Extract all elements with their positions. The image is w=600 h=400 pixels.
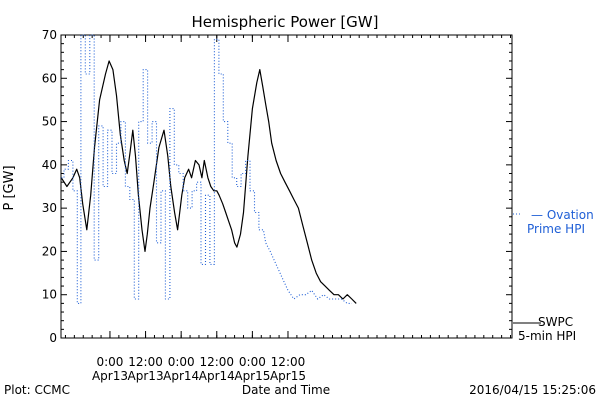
- y-tick-label: 20: [42, 244, 57, 258]
- chart-title: Hemispheric Power [GW]: [192, 13, 379, 31]
- legend-ovation-line2: Prime HPI: [527, 222, 585, 236]
- legend-swpc-line2: 5-min HPI: [518, 329, 576, 343]
- x-tick-date-label: Apr15: [234, 369, 270, 383]
- x-tick-time-label: 12:00: [199, 355, 234, 369]
- x-axis-label: Date and Time: [242, 383, 330, 397]
- x-tick-date-label: Apr14: [199, 369, 235, 383]
- y-tick-label: 40: [42, 158, 57, 172]
- footer-timestamp: 2016/04/15 15:25:06: [469, 383, 596, 397]
- plot-series: [60, 34, 357, 304]
- x-tick-time-label: 0:00: [96, 355, 123, 369]
- y-tick-label: 10: [42, 288, 57, 302]
- ovation-prime-series-line: [61, 34, 352, 304]
- x-tick-time-label: 12:00: [271, 355, 306, 369]
- y-tick-label: 70: [42, 28, 57, 42]
- y-axis-label: P [GW]: [2, 165, 17, 210]
- x-tick-time-label: 12:00: [128, 355, 163, 369]
- legend-ovation-line1: — Ovation: [531, 208, 594, 222]
- y-tick-label: 30: [42, 201, 57, 215]
- y-tick-label: 0: [49, 331, 57, 345]
- x-tick-date-label: Apr13: [128, 369, 164, 383]
- plot-frame: [60, 34, 513, 339]
- x-tick-date-label: Apr15: [270, 369, 306, 383]
- y-tick-label: 60: [42, 71, 57, 85]
- x-tick-date-label: Apr14: [163, 369, 199, 383]
- swpc-series-line: [60, 60, 357, 304]
- x-tick-time-label: 0:00: [239, 355, 266, 369]
- footer-plot-credit: Plot: CCMC: [4, 383, 70, 397]
- plot-axes: 0102030405060700:00Apr1312:00Apr130:00Ap…: [42, 28, 513, 383]
- x-tick-time-label: 0:00: [168, 355, 195, 369]
- y-tick-label: 50: [42, 115, 57, 129]
- legend-swpc-line1: SWPC: [538, 315, 573, 329]
- x-tick-date-label: Apr13: [92, 369, 128, 383]
